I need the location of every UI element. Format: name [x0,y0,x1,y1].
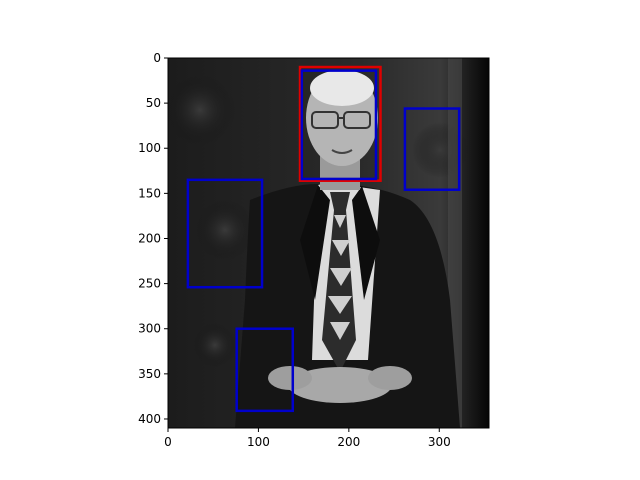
y-tick-label: 300 [138,322,161,336]
bounding-boxes [186,65,461,413]
y-tick-label: 150 [138,186,161,200]
y-tick-label: 250 [138,277,161,291]
x-tick-label: 300 [428,435,451,449]
y-tick-label: 100 [138,141,161,155]
y-axis: 0 50 100 150 200 250 300 350 400 [138,51,168,426]
axes-frame [167,57,490,429]
x-tick-label: 100 [247,435,270,449]
y-tick-label: 50 [146,96,161,110]
y-tick-label: 200 [138,231,161,245]
blue-box-2 [403,107,461,192]
blue-box-4 [235,327,295,413]
y-tick-label: 350 [138,367,161,381]
photo [168,58,489,428]
y-tick-label: 400 [138,412,161,426]
red-box [298,65,382,182]
x-tick-label: 0 [164,435,172,449]
blue-box-1 [300,69,378,181]
y-tick-label: 0 [153,51,161,65]
x-axis: 0 100 200 300 [164,428,451,449]
x-tick-label: 200 [337,435,360,449]
blue-box-3 [186,178,264,289]
